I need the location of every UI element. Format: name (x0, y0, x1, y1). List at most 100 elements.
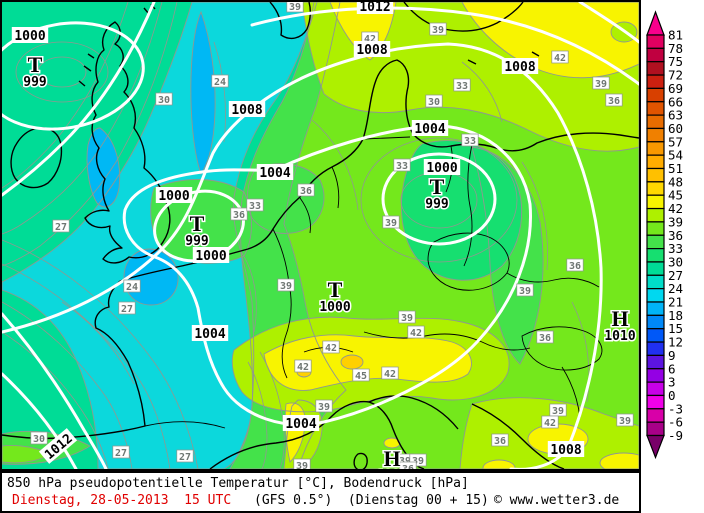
contour-line (2, 2, 163, 235)
svg-text:1000: 1000 (426, 161, 457, 176)
contour-line (123, 248, 179, 306)
temperature-region (190, 12, 216, 174)
svg-text:39: 39 (432, 25, 444, 36)
contour-line (37, 56, 87, 88)
svg-text:999: 999 (23, 75, 46, 90)
contour-label: 36 (491, 433, 509, 447)
svg-text:33: 33 (464, 136, 476, 147)
svg-text:H: H (383, 446, 400, 469)
contour-line (340, 354, 364, 370)
svg-text:36: 36 (539, 333, 551, 344)
svg-text:T: T (190, 211, 205, 236)
contour-line (2, 2, 178, 267)
contour-line (239, 249, 257, 333)
svg-text:39: 39 (552, 406, 564, 417)
contour-label: 33 (453, 78, 471, 92)
contour-label: 42 (381, 366, 399, 380)
scale-tick-label: 51 (668, 161, 683, 176)
contour-line (231, 316, 510, 413)
contour-line (401, 140, 523, 281)
scale-tick-label: 27 (668, 268, 683, 283)
coastline (209, 400, 425, 469)
contour-label: 36 (536, 330, 554, 344)
contour-label: 39 (398, 310, 416, 324)
svg-text:36: 36 (402, 464, 414, 469)
svg-text:27: 27 (115, 448, 127, 459)
svg-text:39: 39 (519, 286, 531, 297)
contour-label: 24 (123, 279, 141, 293)
scale-cell (646, 408, 665, 423)
contour-label: 27 (52, 219, 70, 233)
credit-text: © www.wetter3.de (494, 493, 620, 508)
isobar-line (250, 6, 639, 86)
svg-text:30: 30 (33, 434, 45, 445)
scale-bottom-arrow (646, 434, 665, 460)
svg-text:1000: 1000 (195, 249, 226, 264)
scale-tick-label: 75 (668, 54, 683, 69)
contour-line (2, 239, 199, 469)
temperature-region (341, 355, 363, 369)
scale-tick-label: 48 (668, 174, 683, 189)
country-border (144, 421, 226, 429)
svg-text:30: 30 (428, 97, 440, 108)
svg-text:39: 39 (385, 218, 397, 229)
svg-text:36: 36 (569, 261, 581, 272)
map-title: 850 hPa pseudopotentielle Temperatur [°C… (7, 476, 469, 491)
scale-cell (646, 127, 665, 143)
scale-cell (646, 207, 665, 223)
temperature-region (600, 453, 639, 469)
scale-tick-label: 36 (668, 228, 683, 243)
isobar-pressure-label: 1000 (155, 187, 193, 204)
contour-label: 36 (566, 258, 584, 272)
scale-tick-label: 30 (668, 254, 683, 269)
isobar-pressure-label: 1000 (423, 159, 461, 176)
contour-line (301, 2, 639, 152)
isobar-line (2, 312, 108, 469)
contour-label: 36 (605, 93, 623, 107)
contour-line (15, 41, 109, 103)
country-border (299, 197, 311, 234)
scale-cell (646, 274, 665, 290)
isobar-line (2, 2, 156, 197)
contour-line (360, 137, 518, 263)
info-box: 850 hPa pseudopotentielle Temperatur [°C… (0, 471, 641, 513)
country-border (363, 331, 531, 351)
scale-cell (646, 301, 665, 316)
scale-cell (646, 248, 665, 263)
scale-tick-label: 0 (668, 388, 676, 403)
scale-cell (646, 328, 665, 343)
isobar-pressure-label: 1008 (501, 58, 539, 75)
svg-text:39: 39 (595, 79, 607, 90)
coastline (119, 59, 639, 282)
coastline (403, 2, 524, 32)
svg-text:T: T (328, 277, 343, 302)
contour-line (213, 41, 226, 143)
scale-cell (646, 341, 665, 356)
contour-line (259, 351, 285, 469)
contour-label: 33 (461, 133, 479, 147)
scale-cell (646, 381, 665, 397)
contour-line (2, 331, 109, 469)
scale-cell (646, 221, 665, 236)
svg-text:1000: 1000 (14, 29, 45, 44)
contour-line (284, 402, 306, 463)
scale-cell (646, 167, 665, 183)
scale-cell (646, 154, 665, 170)
contour-line (263, 334, 472, 391)
svg-text:1004: 1004 (285, 417, 316, 432)
contour-line (86, 127, 121, 208)
isobar-pressure-label: 1004 (256, 164, 294, 181)
isobar-pressure-label: 1004 (411, 120, 449, 137)
contour-label: 36 (297, 183, 315, 197)
svg-text:42: 42 (325, 343, 337, 354)
svg-text:36: 36 (233, 210, 245, 221)
isobar-line (2, 372, 78, 469)
isobar-pressure-label: 1000 (11, 27, 49, 44)
scale-tick-label: 63 (668, 108, 683, 123)
scale-tick-label: 54 (668, 148, 683, 163)
svg-text:24: 24 (126, 282, 138, 293)
contour-label: 39 (616, 413, 634, 427)
